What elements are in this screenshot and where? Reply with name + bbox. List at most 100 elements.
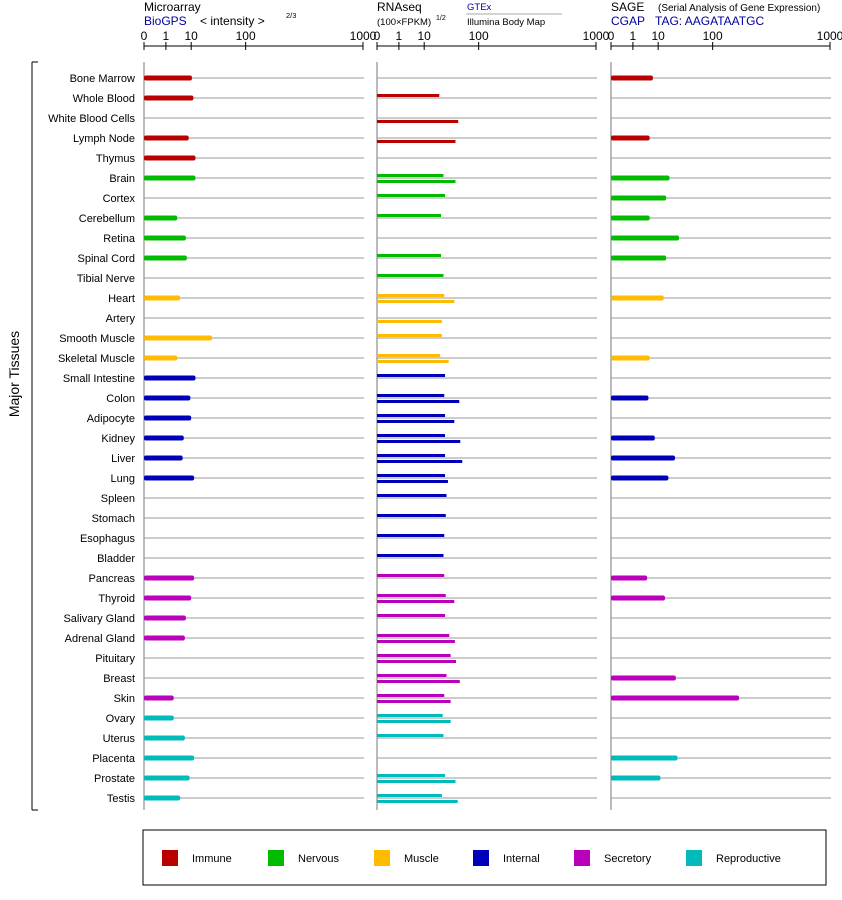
bar-illumina <box>377 780 456 783</box>
bar-gtex <box>377 394 445 397</box>
x-tick-label: 100 <box>469 29 489 43</box>
bar-gtex <box>377 254 442 257</box>
category-label: Placenta <box>92 753 136 765</box>
category-label: Adrenal Gland <box>65 633 135 645</box>
category-label: Kidney <box>101 433 135 445</box>
bar-gtex <box>377 734 444 737</box>
bar-sage <box>611 175 670 181</box>
bar-gtex <box>377 354 441 357</box>
bar-gtex <box>377 574 445 577</box>
category-label: Uterus <box>103 733 136 745</box>
bar-illumina <box>377 300 455 303</box>
bar-microarray <box>144 635 185 641</box>
bar-gtex <box>377 374 446 377</box>
panel-title-note: (Serial Analysis of Gene Expression) <box>658 3 820 14</box>
category-label: Retina <box>103 233 136 245</box>
category-label: White Blood Cells <box>48 113 135 125</box>
x-tick-label: 1000 <box>350 29 377 43</box>
sage-tag-link[interactable]: TAG: AAGATAATGC <box>655 14 764 28</box>
category-label: Prostate <box>94 773 135 785</box>
category-label: Spleen <box>101 493 135 505</box>
category-label: Adipocyte <box>87 413 135 425</box>
bar-sage <box>611 75 653 81</box>
bar-sage <box>611 475 669 481</box>
x-tick-label: 1 <box>630 29 637 43</box>
bar-gtex <box>377 214 442 217</box>
bar-illumina <box>377 360 449 363</box>
bar-gtex <box>377 494 447 497</box>
bar-microarray <box>144 235 186 241</box>
x-tick-label: 10 <box>652 29 666 43</box>
biogps-link[interactable]: BioGPS <box>144 14 187 28</box>
x-tick-label: 1 <box>396 29 403 43</box>
bar-microarray <box>144 215 178 221</box>
legend-label: Immune <box>192 853 232 865</box>
bar-illumina <box>377 120 459 123</box>
illumina-label: Illumina Body Map <box>467 17 545 28</box>
category-label: Cortex <box>103 193 136 205</box>
panel-subtitle: (100×FPKM) <box>377 17 431 28</box>
category-label: Salivary Gland <box>63 613 135 625</box>
category-label: Whole Blood <box>73 93 135 105</box>
category-label: Bone Marrow <box>70 73 135 85</box>
bar-gtex <box>377 774 446 777</box>
cgap-link[interactable]: CGAP <box>611 14 645 28</box>
bar-microarray <box>144 75 192 81</box>
x-tick-label: 0 <box>608 29 615 43</box>
bar-microarray <box>144 255 187 261</box>
bar-sage <box>611 575 648 581</box>
category-label: Ovary <box>106 713 136 725</box>
panel-title: Microarray <box>144 0 201 14</box>
category-label: Pituitary <box>95 653 135 665</box>
bar-microarray <box>144 455 183 461</box>
category-label: Stomach <box>92 513 135 525</box>
legend: Immune Nervous Muscle Internal Secretory Repr… <box>162 850 781 866</box>
bar-sage <box>611 435 655 441</box>
panel-title: SAGE <box>611 0 644 14</box>
bar-microarray <box>144 795 181 801</box>
legend-label: Muscle <box>404 853 439 865</box>
bar-gtex <box>377 94 440 97</box>
gtex-link[interactable]: GTEx <box>467 2 492 13</box>
category-label: Skin <box>114 693 135 705</box>
bar-microarray <box>144 155 196 161</box>
bar-microarray <box>144 355 178 361</box>
bar-sage <box>611 395 649 401</box>
bar-microarray <box>144 695 174 701</box>
bar-sage <box>611 355 650 361</box>
x-tick-label: 10 <box>418 29 432 43</box>
bar-sage <box>611 215 650 221</box>
category-label: Thymus <box>96 153 136 165</box>
bar-gtex <box>377 634 450 637</box>
y-axis-bracket <box>31 61 38 811</box>
panel-exponent: 2/3 <box>286 11 296 20</box>
bar-illumina <box>377 800 458 803</box>
bar-gtex <box>377 174 444 177</box>
bar-microarray <box>144 395 191 401</box>
bar-illumina <box>377 180 456 183</box>
bar-sage <box>611 295 664 301</box>
panel-header-rnaseq: RNAseq (100×FPKM) 1/2 GTEx Illumina Body… <box>377 0 562 28</box>
panel-subtitle: < intensity > <box>200 14 265 28</box>
bar-microarray <box>144 435 184 441</box>
x-tick-label: 0 <box>141 29 148 43</box>
bar-gtex <box>377 654 451 657</box>
bar-microarray <box>144 175 196 181</box>
category-label: Breast <box>103 673 135 685</box>
bar-gtex <box>377 554 444 557</box>
panel-exponent: 1/2 <box>436 15 446 22</box>
category-label: Liver <box>111 453 135 465</box>
category-label: Cerebellum <box>79 213 135 225</box>
bar-gtex <box>377 514 446 517</box>
x-tick-label: 100 <box>703 29 723 43</box>
bar-illumina <box>377 680 460 683</box>
bar-microarray <box>144 575 195 581</box>
category-labels: Bone Marrow Whole Blood White Blood Cells L… <box>48 73 136 805</box>
category-label: Testis <box>107 793 136 805</box>
bar-gtex <box>377 594 446 597</box>
bar-sage <box>611 255 667 261</box>
bar-microarray <box>144 715 174 721</box>
bar-sage <box>611 195 667 201</box>
bar-gtex <box>377 274 444 277</box>
